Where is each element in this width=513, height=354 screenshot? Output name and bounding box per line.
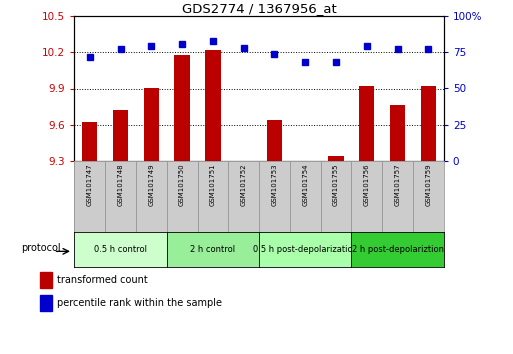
Text: GSM101751: GSM101751: [210, 163, 216, 206]
Text: GSM101755: GSM101755: [333, 163, 339, 206]
Bar: [144, 88, 159, 161]
Text: GSM101754: GSM101754: [302, 163, 308, 206]
Text: GSM101756: GSM101756: [364, 163, 370, 206]
Text: GSM101749: GSM101749: [148, 163, 154, 206]
Bar: [359, 86, 374, 161]
Text: 0.5 h post-depolarization: 0.5 h post-depolarization: [253, 245, 358, 254]
Bar: [174, 55, 190, 161]
Bar: [40, 272, 52, 288]
Title: GDS2774 / 1367956_at: GDS2774 / 1367956_at: [182, 2, 337, 15]
Text: GSM101759: GSM101759: [425, 163, 431, 206]
Text: protocol: protocol: [21, 243, 61, 253]
Bar: [328, 156, 344, 161]
Text: GSM101750: GSM101750: [179, 163, 185, 206]
Bar: [82, 122, 97, 161]
Text: GSM101748: GSM101748: [117, 163, 124, 206]
Text: 2 h post-depolariztion: 2 h post-depolariztion: [351, 245, 444, 254]
Text: percentile rank within the sample: percentile rank within the sample: [57, 298, 222, 308]
Bar: [113, 110, 128, 161]
Text: 0.5 h control: 0.5 h control: [94, 245, 147, 254]
Bar: [421, 86, 436, 161]
Text: 2 h control: 2 h control: [190, 245, 235, 254]
Text: GSM101752: GSM101752: [241, 163, 247, 206]
Bar: [40, 295, 52, 311]
Text: GSM101747: GSM101747: [87, 163, 93, 206]
Text: GSM101757: GSM101757: [394, 163, 401, 206]
Bar: [205, 50, 221, 161]
Bar: [390, 105, 405, 161]
Bar: [267, 120, 282, 161]
Text: GSM101753: GSM101753: [271, 163, 278, 206]
Text: transformed count: transformed count: [57, 275, 148, 285]
